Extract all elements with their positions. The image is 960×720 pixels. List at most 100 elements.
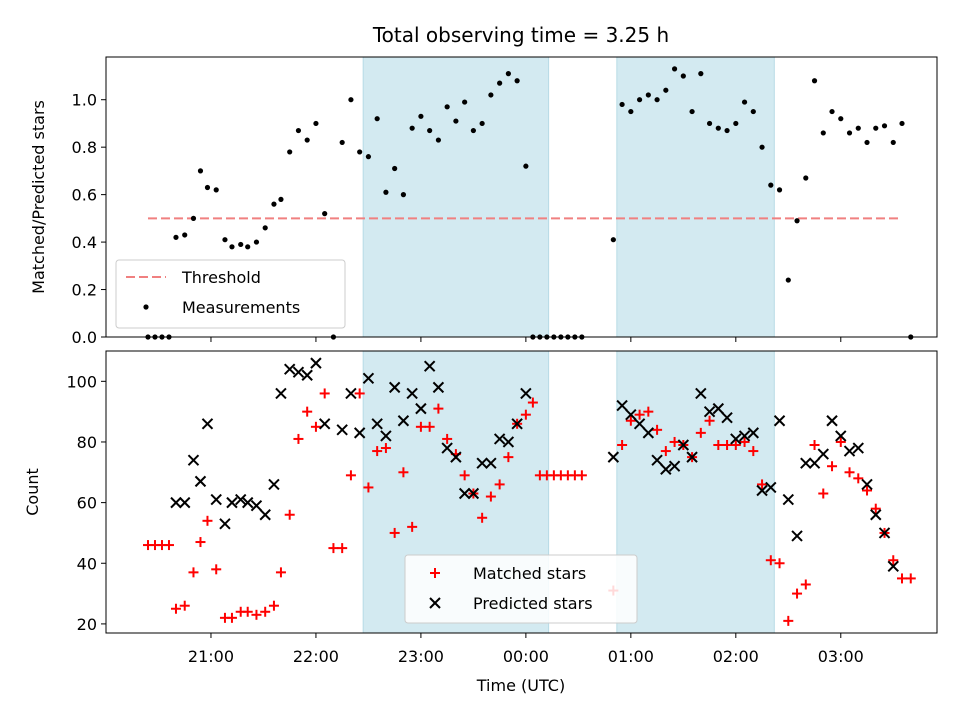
predicted-star-point <box>310 357 322 369</box>
predicted-star-stroke-b <box>235 493 247 506</box>
predicted-star-point <box>388 381 401 394</box>
matched-star-point <box>328 543 339 554</box>
predicted-star-point <box>677 439 690 451</box>
matched-star-point <box>765 555 776 566</box>
predicted-star-point <box>843 445 856 457</box>
predicted-star-point <box>275 387 287 400</box>
measurement-point <box>811 78 818 84</box>
predicted-star-stroke-b <box>268 478 280 491</box>
measurement-point <box>213 187 219 193</box>
measurement-point <box>435 137 441 143</box>
predicted-star-stroke-b <box>406 387 418 400</box>
matched-star-point <box>844 467 855 478</box>
predicted-star-point <box>170 496 182 509</box>
x-tick-label: 21:00 <box>188 647 234 666</box>
predicted-star-point <box>520 387 532 400</box>
predicted-star-point <box>668 460 681 472</box>
measurement-point <box>654 97 660 103</box>
matched-star-point <box>284 509 295 520</box>
predicted-star-stroke-b <box>301 369 313 381</box>
measurement-point <box>418 113 424 119</box>
predicted-star-stroke-b <box>817 448 829 460</box>
predicted-star-point <box>458 487 471 500</box>
predicted-star-point <box>345 387 357 400</box>
measurement-point <box>253 239 260 245</box>
matched-star-point <box>424 421 435 432</box>
predicted-star-point <box>336 424 348 436</box>
y-tick-label: 0.4 <box>72 233 97 252</box>
measurement-point <box>776 187 783 193</box>
predicted-star-point <box>318 418 331 430</box>
predicted-star-point <box>301 369 313 381</box>
predicted-star-stroke-b <box>170 496 182 509</box>
predicted-star-stroke-b <box>756 484 768 497</box>
measurement-point <box>636 97 643 103</box>
predicted-star-point <box>730 433 742 445</box>
measurement-point <box>899 120 905 127</box>
predicted-star-point <box>747 427 760 439</box>
matched-star-point <box>163 540 174 551</box>
measurement-point <box>339 139 345 146</box>
predicted-star-stroke-b <box>275 387 287 400</box>
measurement-point <box>706 120 713 127</box>
measurement-point <box>453 118 459 124</box>
measurement-point <box>890 139 896 146</box>
matched-star-point <box>398 467 409 478</box>
matched-star-point <box>520 409 531 420</box>
predicted-star-stroke-b <box>633 418 646 430</box>
measurement-point <box>838 116 844 122</box>
predicted-star-point <box>450 451 462 463</box>
measurement-point <box>741 99 748 105</box>
predicted-star-stroke-b <box>826 415 838 427</box>
matched-star-point <box>302 406 313 417</box>
matched-star-point <box>888 555 899 566</box>
predicted-star-point <box>773 415 786 427</box>
predicted-star-point <box>703 405 716 418</box>
shaded-interval-2 <box>616 56 775 338</box>
predicted-star-stroke-b <box>380 430 392 442</box>
measurement-point <box>768 182 774 188</box>
measurement-point <box>222 237 228 243</box>
predicted-star-stroke-b <box>345 387 357 400</box>
matched-star-point <box>170 603 181 614</box>
measurement-point <box>190 215 197 221</box>
predicted-star-stroke-b <box>782 493 795 506</box>
predicted-star-point <box>242 496 254 509</box>
predicted-star-stroke-b <box>616 399 628 412</box>
predicted-star-stroke-b <box>353 427 366 439</box>
predicted-star-stroke-b <box>187 454 200 466</box>
predicted-star-point <box>826 415 838 427</box>
matched-star-point <box>211 564 222 575</box>
predicted-star-point <box>268 478 280 491</box>
legend-predicted-swatch <box>429 597 441 609</box>
y-tick-label: 60 <box>77 494 97 513</box>
predicted-star-point <box>852 442 864 454</box>
measurement-point <box>322 211 328 217</box>
matched-star-point <box>818 488 829 499</box>
predicted-star-point <box>371 418 383 430</box>
bottom-legend: Matched stars Predicted stars <box>404 554 638 624</box>
bottom-y-ticks: 20 40 60 80 100 <box>66 372 106 634</box>
predicted-star-stroke-b <box>283 363 296 375</box>
measurement-point <box>374 116 380 122</box>
measurement-point <box>348 97 354 103</box>
matched-star-point <box>905 573 916 584</box>
predicted-star-point <box>432 381 445 394</box>
predicted-star-stroke-b <box>226 496 238 509</box>
predicted-star-point <box>695 387 707 400</box>
predicted-star-point <box>406 387 418 400</box>
top-x-ticks <box>210 337 842 342</box>
predicted-star-stroke-b <box>712 402 725 415</box>
matched-star-point <box>345 470 356 481</box>
measurement-point <box>733 120 739 127</box>
legend-matched-label: Matched stars <box>473 564 586 583</box>
predicted-star-stroke-b <box>791 530 803 542</box>
predicted-star-point <box>397 415 410 427</box>
predicted-star-point <box>467 487 480 500</box>
predicted-star-stroke-b <box>310 357 322 369</box>
predicted-star-stroke-b <box>194 475 207 488</box>
measurement-point <box>881 123 888 129</box>
predicted-star-stroke-b <box>625 408 637 421</box>
matched-star-point <box>809 440 820 450</box>
predicted-star-stroke-b <box>878 527 891 539</box>
